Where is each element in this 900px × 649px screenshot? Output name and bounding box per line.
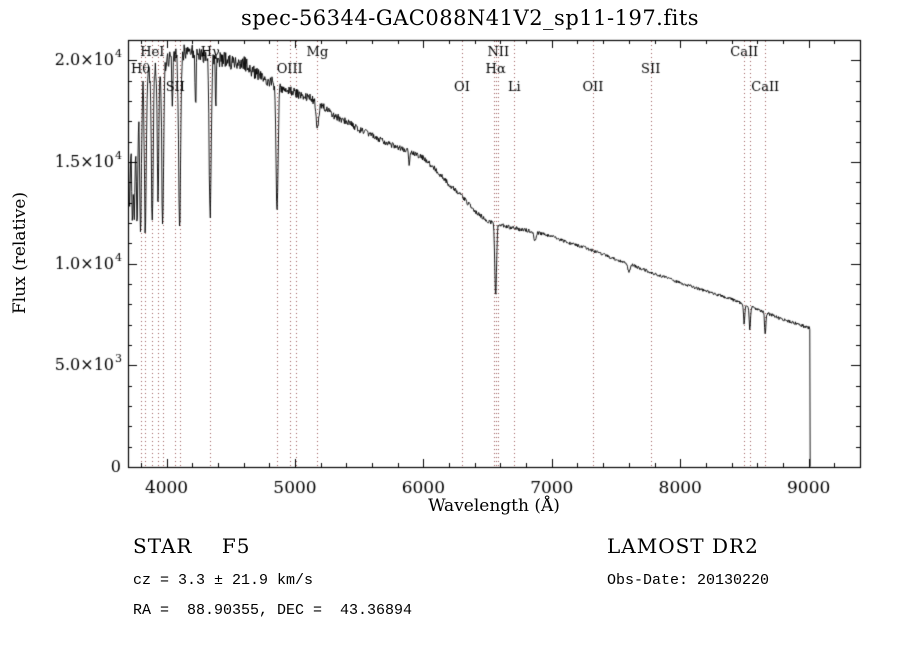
cz-value: cz = 3.3 ± 21.9 km/s [133, 572, 314, 589]
classification-label: STAR F5 [133, 534, 251, 558]
x-axis-label: Wavelength (Å) [428, 496, 560, 516]
plot-title: spec-56344-GAC088N41V2_sp11-197.fits [240, 6, 700, 30]
survey-label: LAMOST DR2 [607, 534, 759, 558]
y-axis-label: Flux (relative) [10, 191, 30, 315]
obs-date: Obs-Date: 20130220 [607, 572, 770, 589]
ra-dec-coords: RA = 88.90355, DEC = 43.36894 [133, 602, 413, 619]
spectrum-plot-canvas [0, 0, 900, 530]
